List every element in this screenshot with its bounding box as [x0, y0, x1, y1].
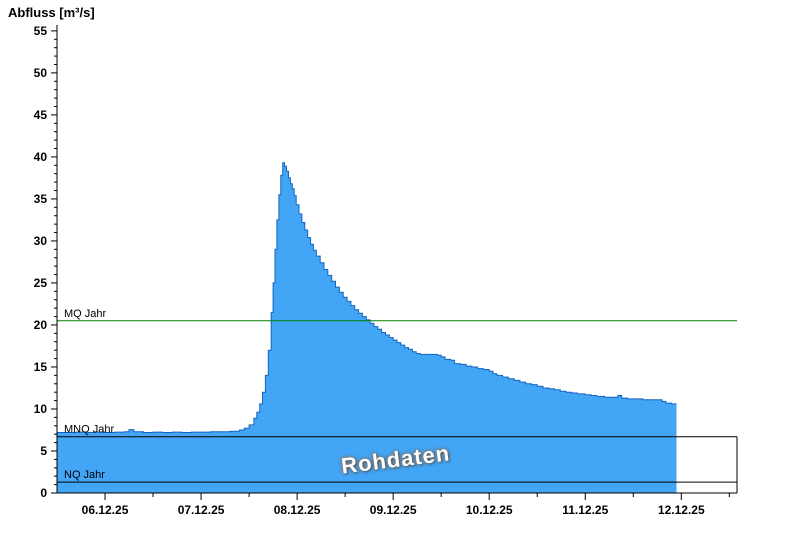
y-tick-label: 50: [34, 66, 48, 80]
y-tick-label: 0: [40, 486, 47, 500]
y-tick-label: 55: [34, 24, 48, 38]
y-tick-label: 30: [34, 234, 48, 248]
x-tick-label: 09.12.25: [370, 503, 417, 517]
x-tick-label: 07.12.25: [178, 503, 225, 517]
x-tick-label: 10.12.25: [466, 503, 513, 517]
y-tick-label: 5: [40, 444, 47, 458]
y-tick-label: 15: [34, 360, 48, 374]
ref-label-mnq-jahr: MNQ Jahr: [64, 424, 114, 436]
x-tick-label: 12.12.25: [658, 503, 705, 517]
x-tick-label: 06.12.25: [82, 503, 129, 517]
ref-label-mq-jahr: MQ Jahr: [64, 308, 107, 320]
ref-label-nq-jahr: NQ Jahr: [64, 469, 105, 481]
discharge-area: [57, 162, 677, 494]
y-tick-label: 45: [34, 108, 48, 122]
y-tick-label: 20: [34, 318, 48, 332]
y-tick-label: 40: [34, 150, 48, 164]
x-tick-label: 08.12.25: [274, 503, 321, 517]
y-tick-label: 35: [34, 192, 48, 206]
discharge-line: [57, 162, 677, 433]
y-axis-title: Abfluss [m³/s]: [8, 5, 95, 20]
x-tick-label: 11.12.25: [562, 503, 608, 517]
y-tick-label: 25: [34, 276, 48, 290]
y-tick-label: 10: [34, 402, 48, 416]
